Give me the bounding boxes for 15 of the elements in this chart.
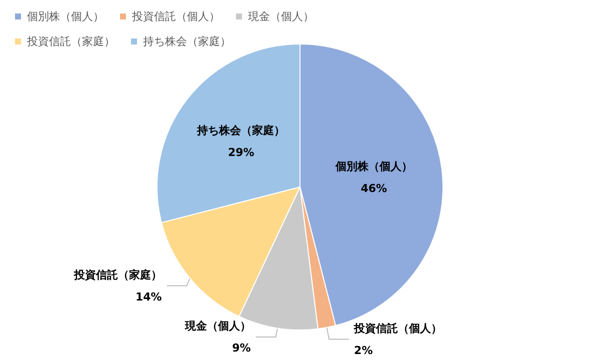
legend-label: 個別株（個人） bbox=[27, 10, 104, 23]
data-label: 14% bbox=[135, 290, 162, 304]
slice-label: 個別株（個人） bbox=[334, 160, 412, 174]
slice-label: 現金（個人） bbox=[184, 320, 251, 332]
data-label: 2% bbox=[354, 344, 373, 357]
slice-label: 投資信託（家庭） bbox=[72, 268, 162, 282]
data-label: 9% bbox=[232, 342, 251, 354]
legend-label: 投資信託（家庭） bbox=[26, 35, 115, 48]
legend-label: 投資信託（個人） bbox=[131, 10, 220, 23]
data-label: 46% bbox=[360, 182, 388, 196]
slice-label: 持ち株会（家庭） bbox=[196, 124, 286, 137]
slice-label: 投資信託（個人） bbox=[353, 322, 442, 335]
legend-label: 現金（個人） bbox=[248, 10, 314, 23]
data-label: 29% bbox=[228, 146, 254, 159]
legend-label: 持ち株会（家庭） bbox=[143, 35, 231, 48]
